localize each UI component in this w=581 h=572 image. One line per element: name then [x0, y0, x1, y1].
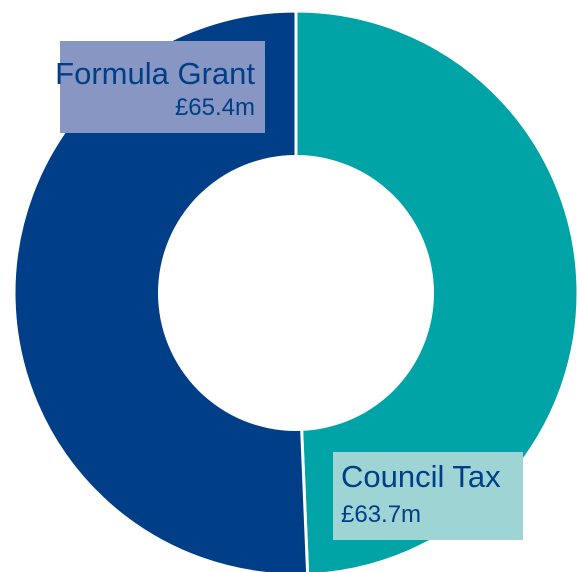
label-box-council-tax — [333, 452, 523, 540]
slice-label-council-tax: Council Tax — [341, 459, 501, 494]
slice-value-formula-grant: £65.4m — [175, 94, 255, 121]
slice-value-council-tax: £63.7m — [341, 501, 421, 528]
label-council-tax: Council Tax £63.7m — [333, 452, 523, 540]
slice-label-formula-grant: Formula Grant — [55, 56, 255, 91]
label-formula-grant: Formula Grant £65.4m — [55, 41, 265, 133]
label-box-formula-grant — [60, 41, 265, 133]
slice-council-tax — [294, 9, 580, 572]
donut-hole — [158, 155, 434, 431]
